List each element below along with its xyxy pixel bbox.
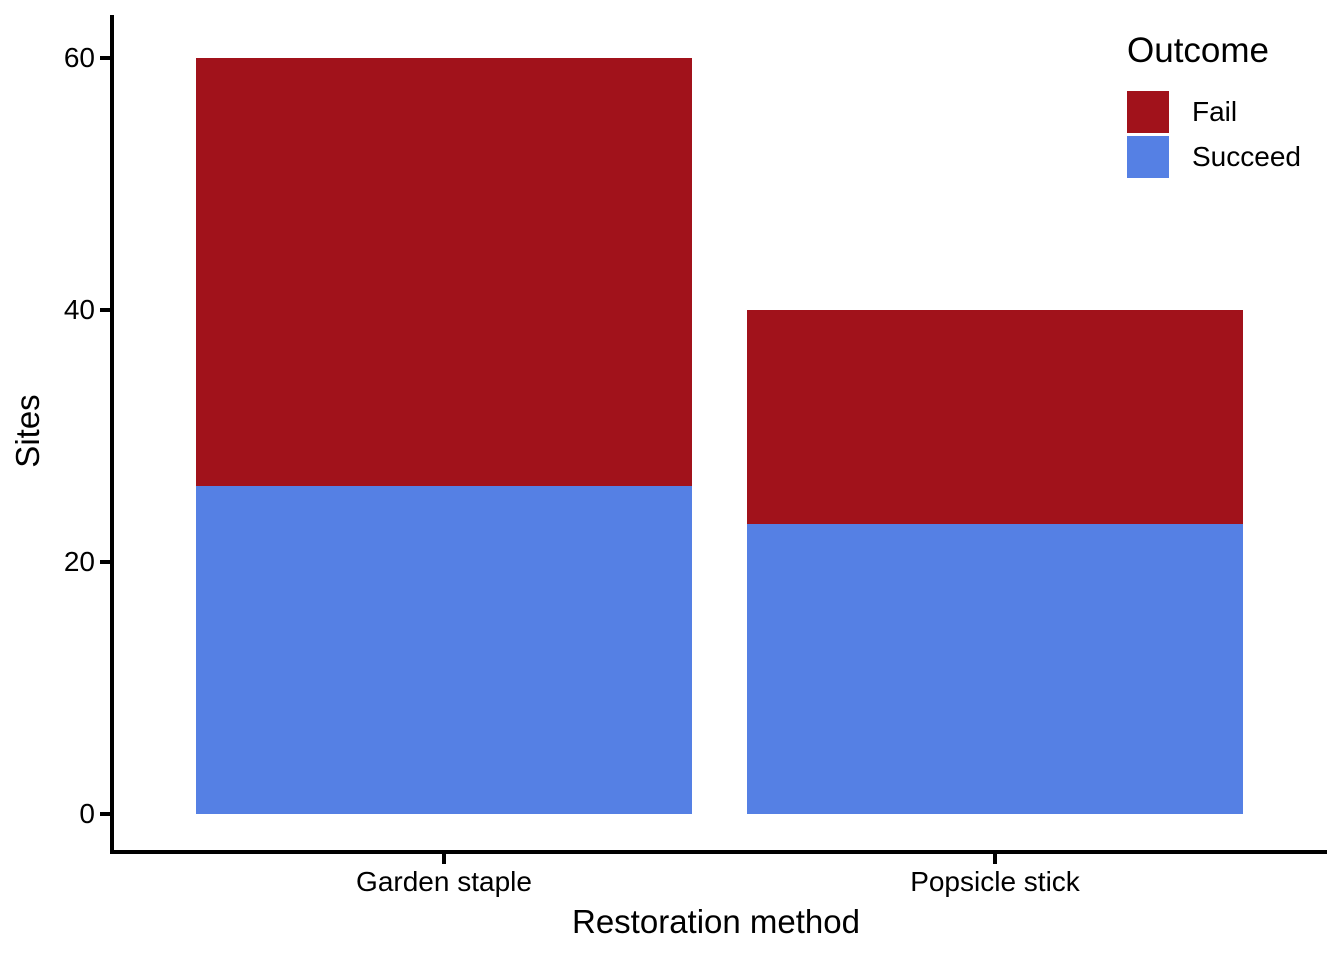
y-tick-label-40: 40 xyxy=(63,294,95,325)
y-axis-line xyxy=(110,15,114,854)
bar-segment-fail-1 xyxy=(196,58,692,487)
y-tick-label-0: 0 xyxy=(79,798,95,829)
x-axis-title: Restoration method xyxy=(572,903,860,940)
legend-entry-fail: Fail xyxy=(1127,91,1337,133)
x-tick-mark-1 xyxy=(442,854,446,864)
y-tick-label-20: 20 xyxy=(63,546,95,577)
legend-title: Outcome xyxy=(1127,31,1269,70)
x-tick-label-1: Garden staple xyxy=(356,866,532,897)
bar-segment-fail-2 xyxy=(747,310,1243,525)
y-tick-mark-40 xyxy=(100,308,110,312)
legend: Outcome Fail Succeed xyxy=(1127,30,1337,181)
y-axis-title: Sites xyxy=(9,394,46,468)
x-tick-mark-2 xyxy=(993,854,997,864)
y-tick-label-60: 60 xyxy=(63,42,95,73)
legend-label-succeed: Succeed xyxy=(1192,141,1301,172)
y-tick-mark-0 xyxy=(100,812,110,816)
x-axis-line xyxy=(110,850,1327,854)
legend-swatch-succeed-icon xyxy=(1127,136,1169,178)
legend-label-fail: Fail xyxy=(1192,96,1238,127)
bar-segment-succeed-1 xyxy=(196,486,692,814)
legend-entry-succeed: Succeed xyxy=(1127,136,1337,178)
bar-segment-succeed-2 xyxy=(747,524,1243,814)
legend-swatch-fail-icon xyxy=(1127,91,1169,133)
y-tick-mark-60 xyxy=(100,56,110,60)
legend-entries: Fail Succeed xyxy=(1127,91,1337,178)
x-tick-label-2: Popsicle stick xyxy=(910,866,1080,897)
y-tick-mark-20 xyxy=(100,560,110,564)
